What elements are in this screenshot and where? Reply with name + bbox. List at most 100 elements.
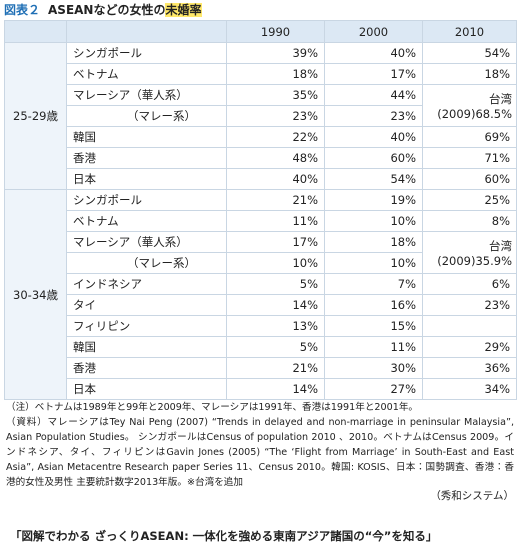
title: 図表２ ASEANなどの女性の未婚率: [4, 2, 202, 19]
cell-value: 5%: [226, 273, 325, 295]
cell-value: 25%: [422, 189, 517, 211]
merged-note: 台湾(2009)35.9%: [422, 231, 517, 274]
row-name: ベトナム: [66, 210, 227, 232]
cell-value: 44%: [324, 84, 423, 106]
row: ベトナム 11% 10% 8%: [5, 210, 517, 232]
cell-value: 18%: [324, 231, 423, 253]
cell-value: 17%: [226, 231, 325, 253]
column-header: 2010: [422, 20, 517, 43]
row: マレーシア（華人系） 35% 44% 台湾(2009)68.5%: [5, 84, 517, 127]
cell-value: 36%: [422, 357, 517, 379]
row: 香港 21% 30% 36%: [5, 357, 517, 379]
row-name: 韓国: [66, 336, 227, 358]
cell-value: 11%: [226, 210, 325, 232]
row-name: 日本: [66, 378, 227, 400]
cell-value: 48%: [226, 147, 325, 169]
cell-value: 21%: [226, 189, 325, 211]
title-text: ASEANなどの女性の: [48, 3, 166, 17]
note: （注）ベトナムは1989年と99年と2009年、マレーシアは1991年、香港は1…: [6, 402, 419, 413]
cell-value: 10%: [324, 210, 423, 232]
cell-value: 22%: [226, 126, 325, 148]
cell-value: 14%: [226, 378, 325, 400]
header-row: 1990 2000 2010: [4, 20, 517, 43]
cell-value: 29%: [422, 336, 517, 358]
cell-value: 17%: [324, 63, 423, 85]
header-empty: [4, 20, 67, 43]
cell-value: 18%: [226, 63, 325, 85]
notes: （注）ベトナムは1989年と99年と2009年、マレーシアは1991年、香港は1…: [6, 400, 514, 503]
cell-value: 34%: [422, 378, 517, 400]
row: 韓国 5% 11% 29%: [5, 336, 517, 358]
row-name: 日本: [66, 168, 227, 190]
row: フィリピン 13% 15%: [5, 315, 517, 337]
cell-value: 40%: [226, 168, 325, 190]
row-name: フィリピン: [66, 315, 227, 337]
header-empty: [66, 20, 227, 43]
row-name: シンガポール: [66, 42, 227, 64]
cell-value: 35%: [226, 84, 325, 106]
cell-value: 60%: [422, 168, 517, 190]
column-header: 1990: [226, 20, 325, 43]
cell-value: 21%: [226, 357, 325, 379]
row: インドネシア 5% 7% 6%: [5, 273, 517, 295]
group-label: 30-34歳: [4, 189, 67, 400]
cell-value: 13%: [226, 315, 325, 337]
cell-value: 18%: [422, 63, 517, 85]
cell-value: 16%: [324, 294, 423, 316]
row: （マレー系） 10% 10%: [5, 252, 517, 274]
row-name: シンガポール: [66, 189, 227, 211]
title-highlight: 未婚率: [165, 3, 202, 17]
row: 日本 40% 54% 60%: [5, 168, 517, 190]
row-name: タイ: [66, 294, 227, 316]
row-name: 韓国: [66, 126, 227, 148]
group-label: 25-29歳: [4, 42, 67, 190]
cell-value: 39%: [226, 42, 325, 64]
caption: 「図解でわかる ざっくりASEAN: 一体化を強める東南アジア諸国の“今”を知る…: [10, 529, 438, 543]
cell-value: 5%: [226, 336, 325, 358]
cell-value: 10%: [324, 252, 423, 274]
figure-label: 図表２: [4, 3, 41, 17]
row: 30-34歳 シンガポール 21% 19% 25%: [4, 189, 517, 400]
row-name: （マレー系）: [66, 105, 227, 127]
cell-value: 19%: [324, 189, 423, 211]
row-name: ベトナム: [66, 63, 227, 85]
cell-value: 40%: [324, 126, 423, 148]
cell-value: 11%: [324, 336, 423, 358]
column-header: 2000: [324, 20, 423, 43]
row: 香港 48% 60% 71%: [5, 147, 517, 169]
cell-value: 15%: [324, 315, 423, 337]
cell-value: 10%: [226, 252, 325, 274]
source: （資料）マレーシアはTey Nai Peng (2007) “Trends in…: [6, 417, 514, 488]
row-name: （マレー系）: [66, 252, 227, 274]
cell-value: 14%: [226, 294, 325, 316]
cell-value: 23%: [226, 105, 325, 127]
cell-value: 60%: [324, 147, 423, 169]
row-name: マレーシア（華人系）: [66, 231, 227, 253]
table-body: 25-29歳 シンガポール 39% 40% 54% ベトナム 18% 17% 18% マレーシア（…: [4, 42, 517, 400]
cell-value: 6%: [422, 273, 517, 295]
table: 1990 2000 2010 25-29歳 シンガポール 39% 40% 54% ベトナム 18…: [4, 20, 517, 400]
row: 25-29歳 シンガポール 39% 40% 54%: [4, 42, 517, 190]
row: （マレー系） 23% 23%: [5, 105, 517, 127]
row: マレーシア（華人系） 17% 18% 台湾(2009)35.9%: [5, 231, 517, 274]
cell-value: 8%: [422, 210, 517, 232]
row: 日本 14% 27% 34%: [5, 378, 517, 400]
merged-note: 台湾(2009)68.5%: [422, 84, 517, 127]
publisher: （秀和システム）: [430, 490, 514, 502]
row-name: マレーシア（華人系）: [66, 84, 227, 106]
cell-value: 54%: [324, 168, 423, 190]
cell-value: 71%: [422, 147, 517, 169]
cell-value: 23%: [324, 105, 423, 127]
cell-value: 7%: [324, 273, 423, 295]
cell-value: 54%: [422, 42, 517, 64]
cell-value: 40%: [324, 42, 423, 64]
row-name: インドネシア: [66, 273, 227, 295]
row-name: 香港: [66, 357, 227, 379]
cell-value: 23%: [422, 294, 517, 316]
row: ベトナム 18% 17% 18%: [5, 63, 517, 85]
row: 韓国 22% 40% 69%: [5, 126, 517, 148]
empty-cell: [422, 315, 517, 337]
cell-value: 69%: [422, 126, 517, 148]
cell-value: 30%: [324, 357, 423, 379]
